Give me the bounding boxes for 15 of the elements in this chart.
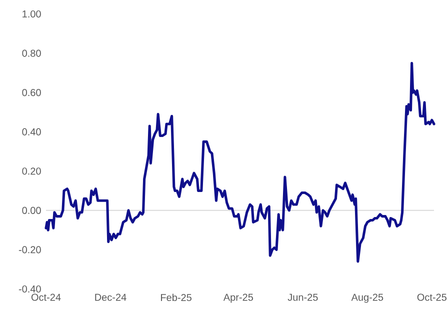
x-tick-label: Oct-24 (31, 294, 61, 301)
y-tick-label: 0.00 (22, 206, 41, 214)
y-tick-label: 0.60 (22, 89, 41, 96)
y-tick-label: -0.40 (18, 285, 41, 293)
x-tick-label: Oct-25 (417, 294, 446, 301)
x-tick-label: Apr-25 (223, 294, 254, 303)
y-tick-label: 0.20 (22, 168, 41, 175)
x-tick-label: Jun-25 (288, 294, 318, 301)
y-tick-label: 1.00 (22, 10, 41, 18)
y-tick-label: -0.20 (18, 246, 41, 254)
y-tick-label: 0.80 (22, 50, 41, 57)
x-tick-label: Aug-25 (351, 294, 384, 303)
y-tick-label: 0.40 (22, 128, 41, 136)
x-tick-label: Dec-24 (95, 294, 126, 301)
x-tick-label: Feb-25 (161, 294, 192, 302)
